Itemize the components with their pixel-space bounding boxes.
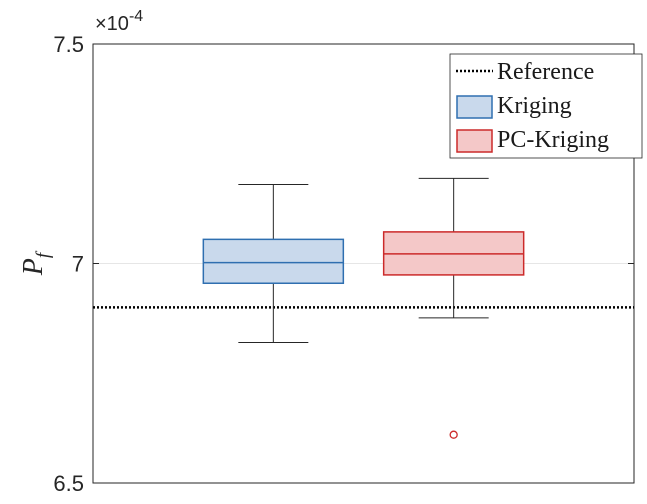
legend: Reference Kriging PC-Kriging	[449, 53, 643, 159]
y-axis-label-subscript: f	[33, 250, 54, 258]
outlier-point	[449, 430, 458, 439]
legend-pc-kriging-swatch	[456, 129, 493, 153]
y-exponent-label: ×10-4	[95, 8, 143, 35]
tick-labels-layer: 6.5 7 7.5	[53, 32, 634, 496]
y-tick-label: 7.5	[53, 32, 84, 57]
y-tick-label: 7	[72, 252, 84, 277]
box-kriging	[202, 183, 345, 344]
box-pc-kriging	[382, 177, 525, 439]
boxes-layer	[202, 177, 525, 439]
y-exponent-power: -4	[129, 8, 143, 25]
interquartile-box	[202, 238, 345, 285]
legend-reference-label: Reference	[497, 59, 594, 85]
legend-kriging-label: Kriging	[497, 93, 572, 119]
y-axis-label-main: P	[18, 258, 49, 276]
legend-kriging-swatch	[456, 95, 493, 119]
y-axis-label: Pf	[18, 250, 54, 276]
y-exponent-base: ×10	[95, 13, 129, 35]
legend-pc-kriging-label: PC-Kriging	[497, 127, 609, 153]
y-tick-label: 6.5	[53, 471, 84, 496]
